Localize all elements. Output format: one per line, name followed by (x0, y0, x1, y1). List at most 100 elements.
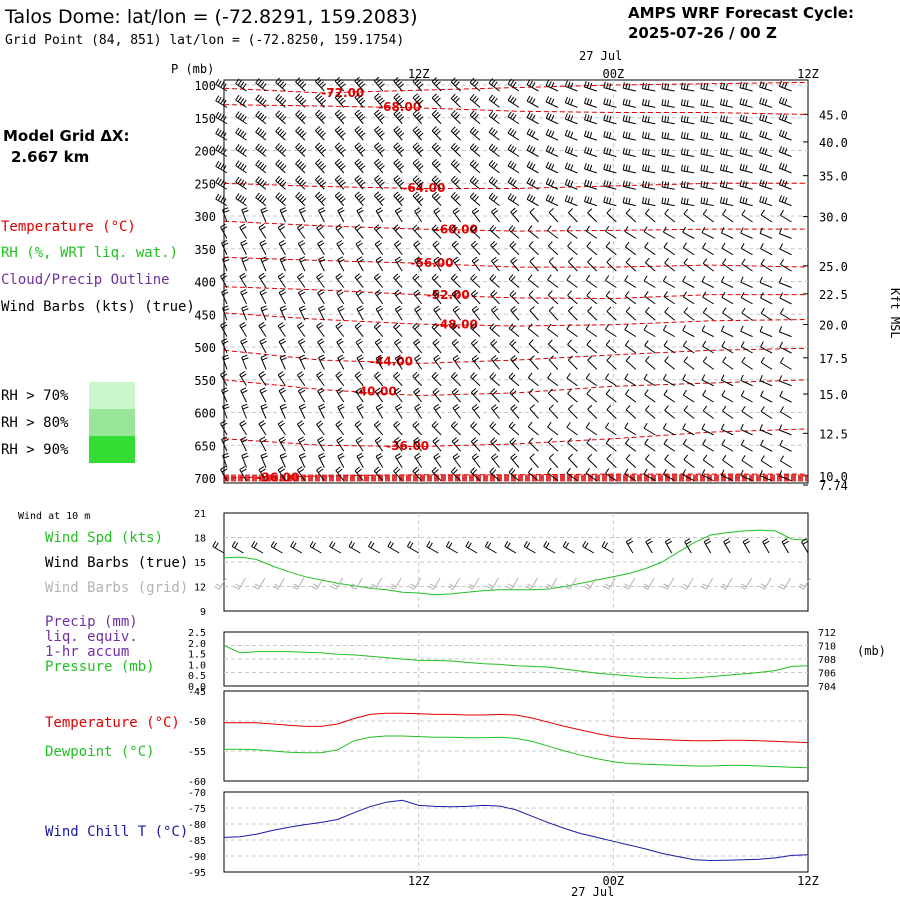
upper-air-wind-barb-flag (490, 289, 496, 295)
upper-air-wind-barb-flag (431, 322, 437, 328)
upper-air-wind-barb (545, 145, 559, 157)
upper-air-wind-barb-flag (642, 131, 645, 138)
upper-air-wind-barb-flag (300, 209, 307, 214)
upper-air-wind-barb-shaft (215, 100, 228, 108)
upper-air-wind-barb-shaft (393, 470, 403, 482)
upper-air-wind-barb-flag (356, 354, 363, 359)
upper-air-wind-barb-shaft (450, 471, 461, 482)
upper-air-wind-barb (700, 98, 714, 108)
grid-wind-barb (447, 577, 461, 590)
upper-air-wind-barb-shaft (664, 262, 676, 272)
upper-air-wind-barb-shaft (222, 209, 228, 223)
upper-air-wind-barb (393, 191, 405, 206)
upper-air-wind-barb-flag (277, 194, 283, 200)
upper-air-wind-barb-shaft (413, 440, 423, 452)
upper-air-wind-barb-flag (360, 197, 366, 203)
upper-air-wind-barb-flag (778, 129, 782, 136)
upper-air-wind-barb (584, 195, 598, 207)
upper-air-wind-barb-flag (585, 225, 590, 232)
upper-air-wind-barb-shaft (255, 82, 267, 92)
upper-air-wind-barb-flag (221, 338, 228, 342)
upper-air-wind-barb (490, 339, 500, 354)
top-time-label: 00Z (602, 67, 624, 81)
upper-air-wind-barb (778, 195, 792, 207)
upper-air-wind-barb (470, 372, 481, 387)
upper-air-wind-barb-shaft (740, 346, 753, 354)
series-line (223, 799, 809, 862)
upper-air-wind-barb-flag (319, 308, 326, 312)
upper-air-wind-barb (431, 142, 442, 157)
upper-air-wind-barb-flag (528, 339, 534, 345)
upper-air-wind-barb (683, 208, 695, 223)
upper-air-wind-barb-flag (547, 323, 552, 330)
upper-air-wind-barb (528, 241, 539, 256)
upper-air-wind-barb-shaft (471, 456, 481, 468)
upper-air-wind-barb-shaft (433, 260, 442, 272)
upper-air-wind-barb-flag (241, 291, 248, 296)
upper-air-wind-barb-flag (259, 289, 266, 293)
upper-air-wind-barb-flag (318, 354, 325, 359)
upper-air-wind-barb-shaft (644, 443, 656, 452)
upper-air-wind-barb (259, 240, 267, 255)
upper-air-wind-barb (605, 422, 617, 436)
upper-air-wind-barb-flag (222, 403, 229, 407)
upper-air-wind-barb-shaft (275, 147, 286, 157)
upper-air-wind-barb-flag (397, 97, 403, 103)
upper-air-wind-barb-flag (377, 163, 383, 168)
upper-air-wind-barb-shaft (375, 308, 384, 321)
surface-wind-barb-flag (251, 541, 256, 547)
upper-air-wind-barb (393, 322, 403, 337)
upper-air-wind-barb-shaft (316, 325, 325, 337)
upper-air-wind-barb-flag (354, 142, 360, 147)
upper-air-wind-barb-shaft (642, 202, 656, 207)
upper-air-wind-barb-shaft (335, 424, 345, 436)
temperature-contour (223, 256, 809, 268)
upper-air-wind-barb (739, 180, 753, 190)
upper-air-wind-barb-flag (488, 192, 494, 199)
grid-wind-barb-shaft (238, 577, 246, 590)
upper-air-wind-barb-flag (531, 163, 536, 170)
upper-air-wind-barb-flag (358, 209, 364, 214)
upper-air-wind-barb-shaft (394, 308, 403, 321)
upper-air-wind-barb-shaft (336, 243, 345, 256)
upper-air-wind-barb-flag (488, 127, 494, 133)
surface-wind-barb-shaft (562, 546, 575, 554)
upper-air-wind-barb-flag (645, 454, 650, 460)
upper-air-wind-barb (510, 355, 520, 370)
upper-air-wind-barb-flag (745, 99, 748, 106)
upper-air-wind-barb-flag (531, 114, 536, 121)
upper-air-wind-barb-flag (340, 197, 346, 203)
upper-air-wind-barb (260, 256, 268, 272)
upper-air-wind-barb-flag (608, 181, 612, 188)
upper-air-wind-barb-shaft (235, 181, 247, 190)
upper-air-wind-barb-flag (760, 292, 764, 299)
pressure-tick: 400 (194, 276, 216, 290)
upper-air-wind-barb-flag (399, 116, 405, 121)
upper-air-wind-barb-flag (526, 161, 531, 167)
upper-air-wind-barb-flag (431, 466, 437, 472)
upper-air-wind-barb-flag (739, 163, 743, 170)
upper-air-wind-barb (605, 225, 617, 239)
upper-air-wind-barb (722, 405, 734, 419)
grid-wind-barb-flag (526, 583, 533, 588)
upper-air-wind-barb-shaft (355, 391, 364, 403)
upper-air-wind-barb (239, 223, 247, 239)
upper-air-wind-barb-shaft (740, 444, 753, 452)
upper-air-wind-barb-shaft (317, 439, 325, 452)
upper-air-wind-barb-flag (570, 148, 574, 155)
surface-wind-barb-shaft (543, 546, 556, 554)
upper-air-wind-barb-flag (237, 194, 242, 201)
upper-air-wind-barb-flag (318, 340, 325, 345)
surface-wind-barb-flag (370, 542, 375, 549)
panel-tick: 706 (818, 669, 836, 680)
upper-air-wind-barb (354, 76, 366, 92)
upper-air-wind-barb (683, 307, 695, 321)
upper-air-wind-barb-shaft (586, 246, 598, 256)
grid-wind-barb-flag (739, 585, 746, 590)
upper-air-wind-barb-shaft (258, 227, 267, 239)
upper-air-wind-barb (275, 77, 287, 92)
upper-air-wind-barb-flag (220, 321, 226, 326)
upper-air-wind-barb-flag (260, 422, 266, 427)
upper-air-wind-barb-shaft (450, 81, 461, 92)
upper-air-wind-barb (605, 275, 617, 288)
